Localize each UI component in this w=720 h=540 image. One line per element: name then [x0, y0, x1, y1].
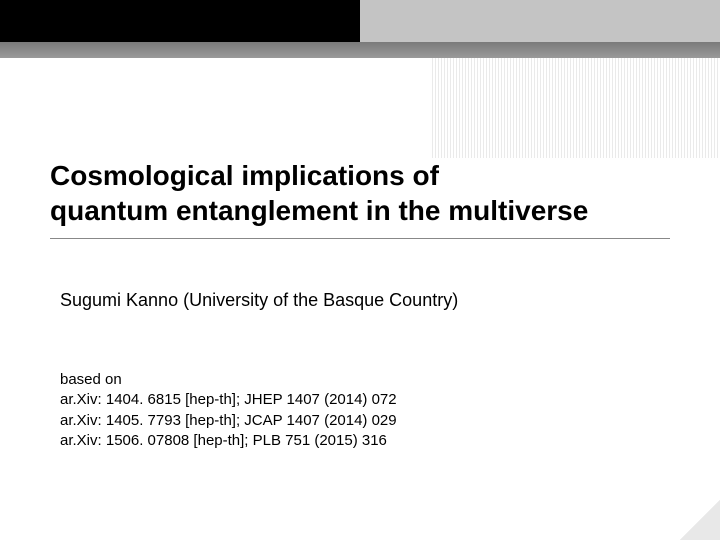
title-rule — [50, 238, 670, 239]
references-block: based on ar.Xiv: 1404. 6815 [hep-th]; JH… — [60, 370, 397, 451]
title-line-2: quantum entanglement in the multiverse — [50, 195, 588, 226]
vertical-stripes-deco — [432, 58, 720, 158]
header-band — [0, 0, 720, 58]
header-black-block — [0, 0, 360, 42]
header-grey-block — [360, 0, 720, 42]
title-block: Cosmological implications of quantum ent… — [50, 158, 670, 239]
title-line-1: Cosmological implications of — [50, 160, 439, 191]
corner-fold-deco — [680, 500, 720, 540]
author-line: Sugumi Kanno (University of the Basque C… — [60, 290, 458, 311]
header-underline-band — [0, 42, 720, 58]
slide-title: Cosmological implications of quantum ent… — [50, 158, 670, 228]
ref-2: ar.Xiv: 1405. 7793 [hep-th]; JCAP 1407 (… — [60, 411, 397, 431]
ref-1: ar.Xiv: 1404. 6815 [hep-th]; JHEP 1407 (… — [60, 390, 397, 410]
ref-3: ar.Xiv: 1506. 07808 [hep-th]; PLB 751 (2… — [60, 431, 397, 451]
refs-intro: based on — [60, 370, 397, 390]
